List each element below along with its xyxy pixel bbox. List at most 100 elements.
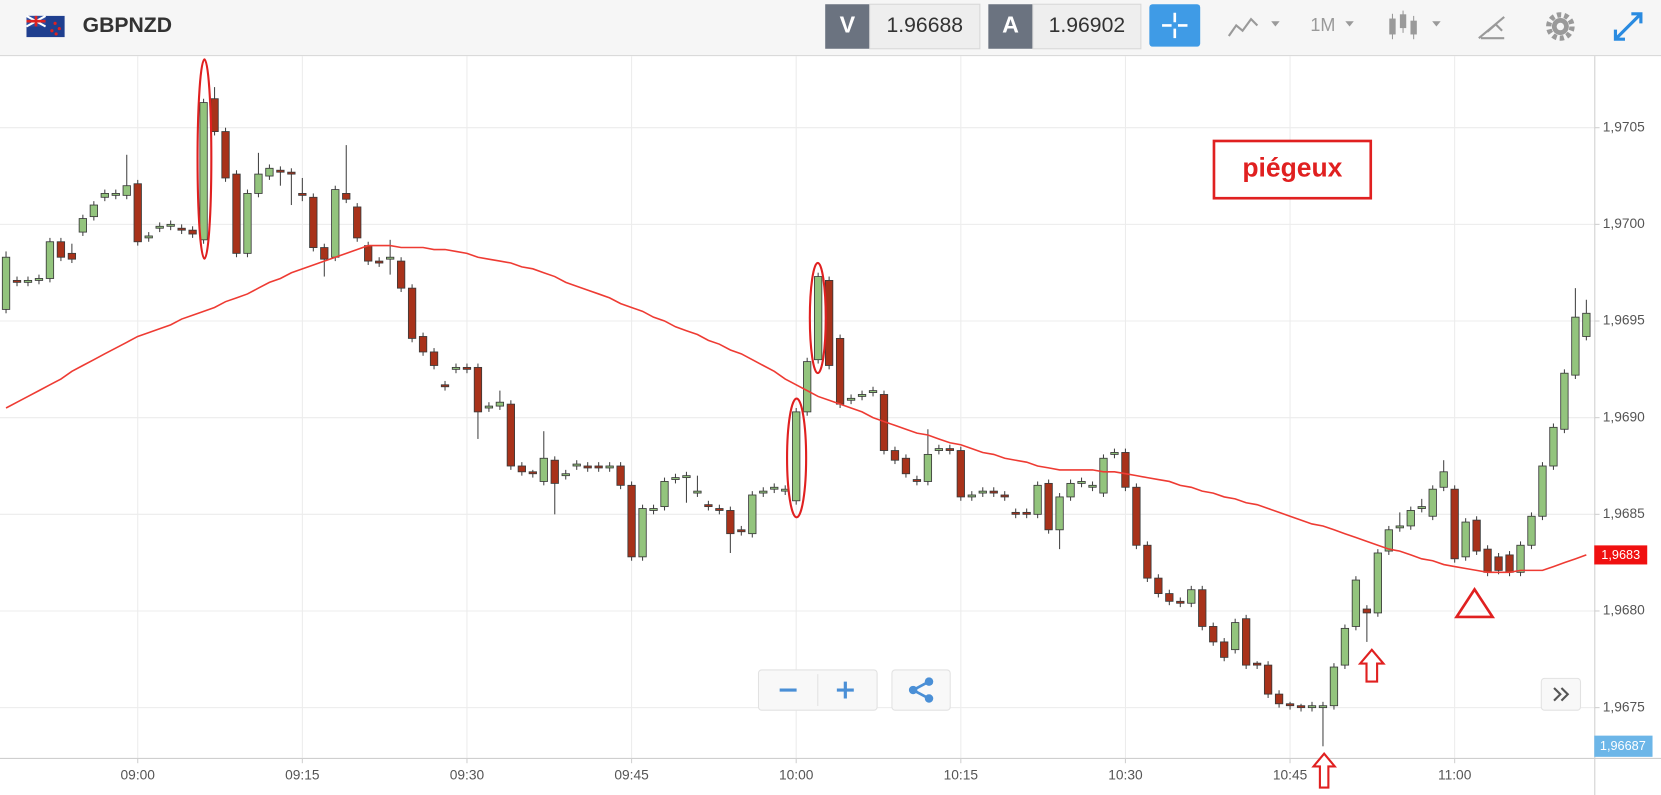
candle-body (1033, 484, 1042, 515)
candle-body (309, 196, 318, 248)
highlight-ellipse (196, 58, 213, 260)
candle-body (660, 481, 669, 508)
candle-body (890, 450, 900, 461)
x-tick-label: 10:30 (1108, 768, 1143, 783)
candle-body (1055, 496, 1064, 531)
candle-body (835, 337, 845, 405)
candle-body (100, 193, 109, 198)
candle-body (803, 361, 812, 413)
highlight-ellipse (808, 261, 827, 375)
buy-price-box[interactable] (1032, 3, 1142, 50)
candle-body (539, 457, 548, 482)
candle-body (78, 218, 87, 233)
candle-body (1110, 452, 1119, 455)
candle-body (715, 508, 724, 511)
candle-body (934, 448, 943, 451)
candle-body (1329, 666, 1339, 707)
candle-body (857, 394, 867, 397)
timeframe[interactable]: 1M (1310, 15, 1335, 35)
candle-style-button[interactable] (1389, 10, 1441, 40)
candle-body (429, 351, 439, 366)
candle-body (550, 459, 559, 484)
candle-body (506, 403, 515, 467)
candle-body (1417, 506, 1426, 509)
crosshair-button[interactable] (1149, 4, 1201, 47)
candle-body (1099, 457, 1108, 494)
candle-body (1538, 465, 1547, 517)
candle-body (133, 183, 142, 243)
candle-body (912, 479, 922, 482)
triangle-marker (1454, 586, 1496, 619)
y-tick-label: 1,9685 (1603, 506, 1645, 521)
candle-body (638, 508, 647, 558)
settings-button[interactable] (1546, 12, 1575, 41)
candle-body (1395, 525, 1404, 529)
y-tick-label: 1,9695 (1603, 313, 1645, 328)
sell-price[interactable]: 1.96688 (886, 14, 963, 37)
candle-body (1384, 529, 1393, 552)
sell-price-box[interactable] (869, 3, 981, 50)
candle-body (693, 490, 702, 494)
drawing-tools-button[interactable] (1478, 16, 1505, 40)
buy-price[interactable]: 1.96902 (1049, 14, 1126, 37)
candle-body (1022, 511, 1031, 515)
candle-body (1373, 552, 1382, 614)
candle-body (517, 465, 526, 473)
candle-body (616, 465, 625, 486)
candle-body (34, 278, 44, 281)
candle-body (1307, 705, 1317, 709)
candle-body (726, 510, 735, 535)
candle-body (188, 229, 197, 235)
zoom-controls (757, 669, 878, 711)
candle-body (1483, 548, 1492, 573)
scroll-right-button[interactable] (1540, 677, 1582, 711)
y-tick-label: 1,9690 (1603, 409, 1645, 424)
buy-button[interactable] (988, 4, 1033, 49)
candle-body (1318, 705, 1328, 709)
sell-button[interactable] (825, 4, 870, 49)
candle-body (1209, 626, 1218, 643)
candle-body (254, 173, 263, 194)
candle-body (67, 252, 77, 260)
candle-body (484, 405, 494, 409)
share-button[interactable] (891, 669, 951, 711)
buy-label[interactable]: A (1002, 12, 1019, 38)
timeframe-arrow[interactable] (1345, 21, 1354, 27)
candle-body (1044, 482, 1053, 531)
candle-body (967, 494, 976, 498)
candle-body (1472, 519, 1481, 552)
candle-body (375, 260, 384, 264)
candle-body (594, 465, 603, 469)
candle-body (814, 276, 823, 361)
candle-body (671, 477, 680, 480)
candle-body (1505, 554, 1514, 573)
fullscreen-button[interactable] (1613, 12, 1643, 41)
candle-body (649, 508, 658, 511)
candle-body (1428, 488, 1437, 517)
candle-body (111, 193, 120, 196)
candle-body (1450, 488, 1459, 560)
chart-type-button[interactable] (1227, 17, 1280, 37)
candle-body (1296, 705, 1306, 709)
symbol: GBPNZD (83, 14, 172, 37)
y-tick-label: 1,9680 (1603, 603, 1645, 618)
candle-body (144, 235, 153, 239)
y-tick-label: 1,9675 (1603, 699, 1645, 714)
zoom-in[interactable] (836, 681, 854, 699)
candle-body (704, 504, 713, 508)
candle-body (528, 471, 537, 475)
candle-body (1198, 589, 1207, 627)
candle-body (1165, 593, 1174, 602)
candle-body (583, 465, 592, 469)
candle-body (901, 457, 911, 475)
candle-body (243, 193, 252, 254)
candle-body (868, 390, 878, 393)
annotation-text: piégeux (1242, 153, 1342, 183)
candle-body (846, 397, 856, 401)
candle-body (1560, 372, 1569, 430)
sell-label[interactable]: V (840, 12, 856, 38)
candle-body (627, 484, 636, 558)
candle-body (473, 366, 483, 413)
candle-body (166, 223, 175, 227)
